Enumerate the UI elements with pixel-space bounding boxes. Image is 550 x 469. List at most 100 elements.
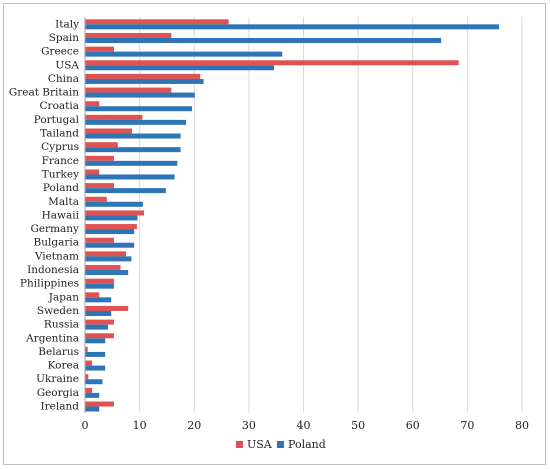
bar-poland xyxy=(85,37,442,43)
bar-poland xyxy=(85,160,178,166)
category-label: Argentina xyxy=(25,332,79,344)
bar-usa xyxy=(85,224,137,230)
category-label: Italy xyxy=(55,18,79,30)
bar-usa xyxy=(85,401,114,407)
bar-poland xyxy=(85,392,100,398)
bar-usa xyxy=(85,374,89,380)
category-label: Poland xyxy=(43,182,79,194)
category-label: Japan xyxy=(48,291,79,303)
bar-usa xyxy=(85,319,114,325)
bar-usa xyxy=(85,101,100,107)
category-label: Great Britain xyxy=(9,87,79,99)
category-label: Ireland xyxy=(41,401,80,413)
bar-poland xyxy=(85,242,135,248)
bar-poland xyxy=(85,297,112,303)
category-label: Vietnam xyxy=(34,250,79,262)
bar-poland xyxy=(85,324,108,330)
bar-usa xyxy=(85,183,114,189)
bar-poland xyxy=(85,106,193,112)
bar-poland xyxy=(85,201,143,207)
bar-poland xyxy=(85,406,100,412)
bar-usa xyxy=(85,305,129,311)
bar-usa xyxy=(85,114,143,120)
bar-poland xyxy=(85,310,112,316)
bar-poland xyxy=(85,283,114,289)
category-label: Turkey xyxy=(42,168,79,180)
category-label: Germany xyxy=(30,223,79,235)
bar-usa xyxy=(85,19,229,25)
bar-usa xyxy=(85,155,114,161)
bar-poland xyxy=(85,188,166,194)
bar-poland xyxy=(85,338,106,344)
x-tick-label: 10 xyxy=(133,419,147,432)
bar-poland xyxy=(85,24,500,30)
category-label: Bulgaria xyxy=(34,237,79,249)
bar-usa xyxy=(85,87,172,93)
category-label: Indonesia xyxy=(27,264,79,276)
x-tick-label: 60 xyxy=(406,419,420,432)
category-label: Georgia xyxy=(37,387,79,399)
category-label: Ukraine xyxy=(36,373,79,385)
legend-label-usa: USA xyxy=(247,438,273,451)
bar-usa xyxy=(85,251,126,257)
category-label: Spain xyxy=(49,32,80,44)
category-label: Sweden xyxy=(37,305,79,317)
bar-poland xyxy=(85,65,275,71)
bar-usa xyxy=(85,142,118,148)
category-label: Tailand xyxy=(40,128,79,140)
bar-usa xyxy=(85,128,132,134)
bar-usa xyxy=(85,346,88,352)
legend: USA Poland xyxy=(236,438,326,451)
category-label: Portugal xyxy=(34,114,80,126)
x-tick-label: 80 xyxy=(515,419,529,432)
bar-usa xyxy=(85,169,100,175)
bar-poland xyxy=(85,119,187,125)
legend-swatch-usa xyxy=(236,441,243,448)
category-label: Belarus xyxy=(38,346,79,358)
bar-usa xyxy=(85,196,107,202)
bar-usa xyxy=(85,46,114,52)
bar-poland xyxy=(85,351,106,357)
x-tick-label: 20 xyxy=(187,419,201,432)
x-tick-label: 70 xyxy=(460,419,474,432)
legend-label-poland: Poland xyxy=(288,438,326,451)
bar-usa xyxy=(85,278,114,284)
bar-poland xyxy=(85,256,132,262)
bar-usa xyxy=(85,360,93,366)
category-label: Croatia xyxy=(40,100,79,112)
bars xyxy=(85,19,500,412)
bar-poland xyxy=(85,51,283,57)
bar-usa xyxy=(85,32,172,38)
category-label: Malta xyxy=(48,196,79,208)
bar-usa xyxy=(85,292,100,298)
category-label: China xyxy=(48,73,79,85)
category-label: USA xyxy=(55,59,79,71)
bar-poland xyxy=(85,133,181,139)
bar-usa xyxy=(85,210,144,216)
bar-poland xyxy=(85,229,135,235)
category-label: Philippines xyxy=(20,278,79,290)
bar-poland xyxy=(85,92,195,98)
legend-swatch-poland xyxy=(277,441,284,448)
bar-poland xyxy=(85,379,103,385)
bar-poland xyxy=(85,270,129,276)
bar-poland xyxy=(85,365,106,371)
bar-usa xyxy=(85,333,114,339)
bar-usa xyxy=(85,265,121,271)
category-label: France xyxy=(42,155,79,167)
bar-usa xyxy=(85,73,201,79)
category-label: Hawaii xyxy=(42,209,80,221)
x-tick-label: 40 xyxy=(297,419,311,432)
category-label: Korea xyxy=(48,360,79,372)
bar-poland xyxy=(85,215,138,221)
x-tick-labels: 0 10 20 30 40 50 60 70 80 xyxy=(82,419,530,432)
x-tick-label: 30 xyxy=(242,419,256,432)
bar-poland xyxy=(85,174,175,180)
x-tick-label: 0 xyxy=(82,419,89,432)
bar-poland xyxy=(85,147,181,153)
bar-usa xyxy=(85,60,459,66)
bar-poland xyxy=(85,78,204,84)
category-label: Cyprus xyxy=(41,141,79,153)
